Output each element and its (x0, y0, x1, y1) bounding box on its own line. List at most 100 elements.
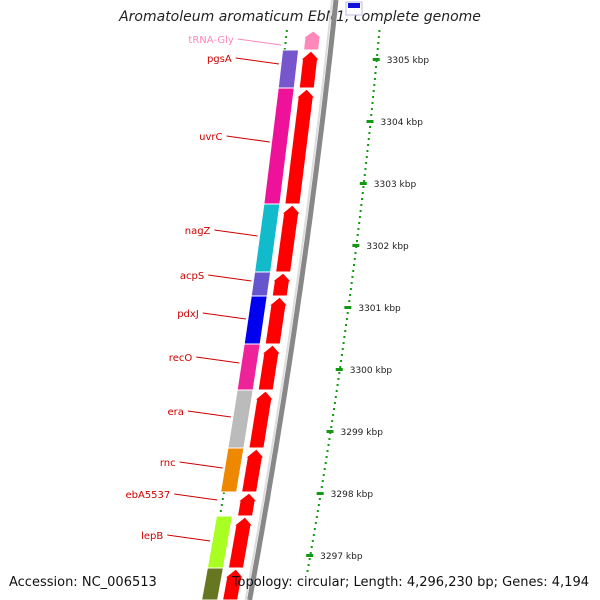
gene-leader-line (226, 135, 270, 143)
kbp-tick-label: 3305 kbp (387, 56, 430, 66)
topology-value: circular (296, 575, 345, 590)
gene-label-acps: acpS (180, 271, 204, 282)
tick-dot (349, 288, 352, 290)
tick-dot (336, 384, 339, 386)
genome-stats: Topology: circular; Length: 4,296,230 bp… (231, 575, 589, 590)
tick-dot (373, 84, 376, 86)
tick-dot (363, 180, 366, 182)
tick-dot (328, 438, 331, 440)
gene-label-rnc: rnc (160, 458, 176, 469)
tick-dot (354, 252, 357, 254)
tick-dot (376, 48, 379, 50)
kbp-tick-mark (326, 430, 334, 433)
tick-dot (323, 468, 326, 470)
tick-dot (350, 282, 353, 284)
tick-dot (355, 240, 358, 242)
gene-block (201, 567, 224, 600)
tick-dot (310, 546, 313, 548)
tick-dot (320, 486, 323, 488)
gene-leader-line (187, 410, 231, 418)
tick-dot (318, 498, 321, 500)
gene-arrow (248, 390, 275, 449)
gene-arrow (270, 272, 293, 297)
tick-dot (363, 174, 366, 176)
tick-dot (337, 378, 340, 380)
kbp-tick-label: 3297 kbp (320, 552, 363, 562)
kbp-tick-label: 3301 kbp (358, 304, 401, 314)
gene-label-eba5537: ebA5537 (125, 490, 170, 501)
tick-dot (313, 528, 316, 530)
gene-label-pgsa: pgsA (207, 54, 232, 65)
kbp-tick-label: 3300 kbp (350, 366, 393, 376)
gene-block (277, 49, 300, 89)
kbp-tick-mark (366, 120, 374, 123)
tick-dot (338, 372, 341, 374)
tick-dot (365, 156, 368, 158)
genes-value: 4,194 (551, 575, 589, 590)
tick-dot (219, 510, 222, 512)
tick-dot (358, 222, 361, 224)
tick-dot (325, 456, 328, 458)
tick-dot (345, 324, 348, 326)
tick-dot (352, 270, 355, 272)
tick-dot (357, 228, 360, 230)
tick-dot (222, 492, 225, 494)
tick-dot (342, 342, 345, 344)
tick-dot (378, 30, 381, 32)
tick-dot (358, 216, 361, 218)
tick-dot (349, 294, 352, 296)
tick-dot (365, 162, 368, 164)
gene-block (243, 295, 268, 345)
tick-dot (306, 570, 309, 572)
tick-dot (372, 96, 375, 98)
kbp-tick-label: 3299 kbp (341, 428, 384, 438)
genome-backbone (247, 0, 339, 600)
tick-dot (334, 396, 337, 398)
gene-arrow (257, 344, 282, 391)
gene-arrow (222, 568, 245, 600)
tick-dot (370, 114, 373, 116)
tick-dot (348, 300, 351, 302)
tick-dot (322, 474, 325, 476)
gene-leader-line (235, 57, 280, 65)
tick-dot (340, 360, 343, 362)
gene-leader-line (202, 312, 246, 320)
gene-label-uvrc: uvrC (199, 132, 222, 143)
tick-dot (285, 36, 288, 38)
gene-leader-line (196, 356, 240, 364)
gene-leader-line (179, 461, 223, 469)
tick-dot (362, 186, 365, 188)
length-value: 4,296,230 bp (406, 575, 494, 590)
tick-dot (361, 192, 364, 194)
tick-dot (283, 48, 286, 50)
tick-dot (340, 354, 343, 356)
tick-dot (309, 552, 312, 554)
page-title: Aromatoleum aromaticum EbN1, complete ge… (119, 9, 481, 25)
topology-label: Topology: (231, 575, 293, 590)
tick-dot (220, 504, 223, 506)
length-label: Length: (353, 575, 403, 590)
gene-leader-line (208, 274, 252, 282)
accession-label: Accession: (9, 575, 78, 590)
tick-dot (284, 42, 287, 44)
tick-dot (377, 42, 380, 44)
gene-leader-line (214, 229, 258, 237)
tick-dot (373, 78, 376, 80)
gene-label-lepb: lepB (141, 531, 163, 542)
tick-dot (308, 558, 311, 560)
kbp-tick-mark (352, 244, 360, 247)
tick-dot (353, 258, 356, 260)
tick-dot (327, 444, 330, 446)
kbp-tick-label: 3298 kbp (331, 490, 374, 500)
tick-dot (315, 516, 318, 518)
gene-arrow (236, 492, 259, 517)
tick-dot (311, 540, 314, 542)
gene-arrow (227, 516, 254, 569)
gene-block (250, 271, 272, 297)
gene-block (254, 203, 281, 273)
gene-block (236, 343, 261, 391)
genes-label: Genes: (502, 575, 548, 590)
kbp-tick-mark (359, 182, 367, 185)
tick-dot (364, 168, 367, 170)
